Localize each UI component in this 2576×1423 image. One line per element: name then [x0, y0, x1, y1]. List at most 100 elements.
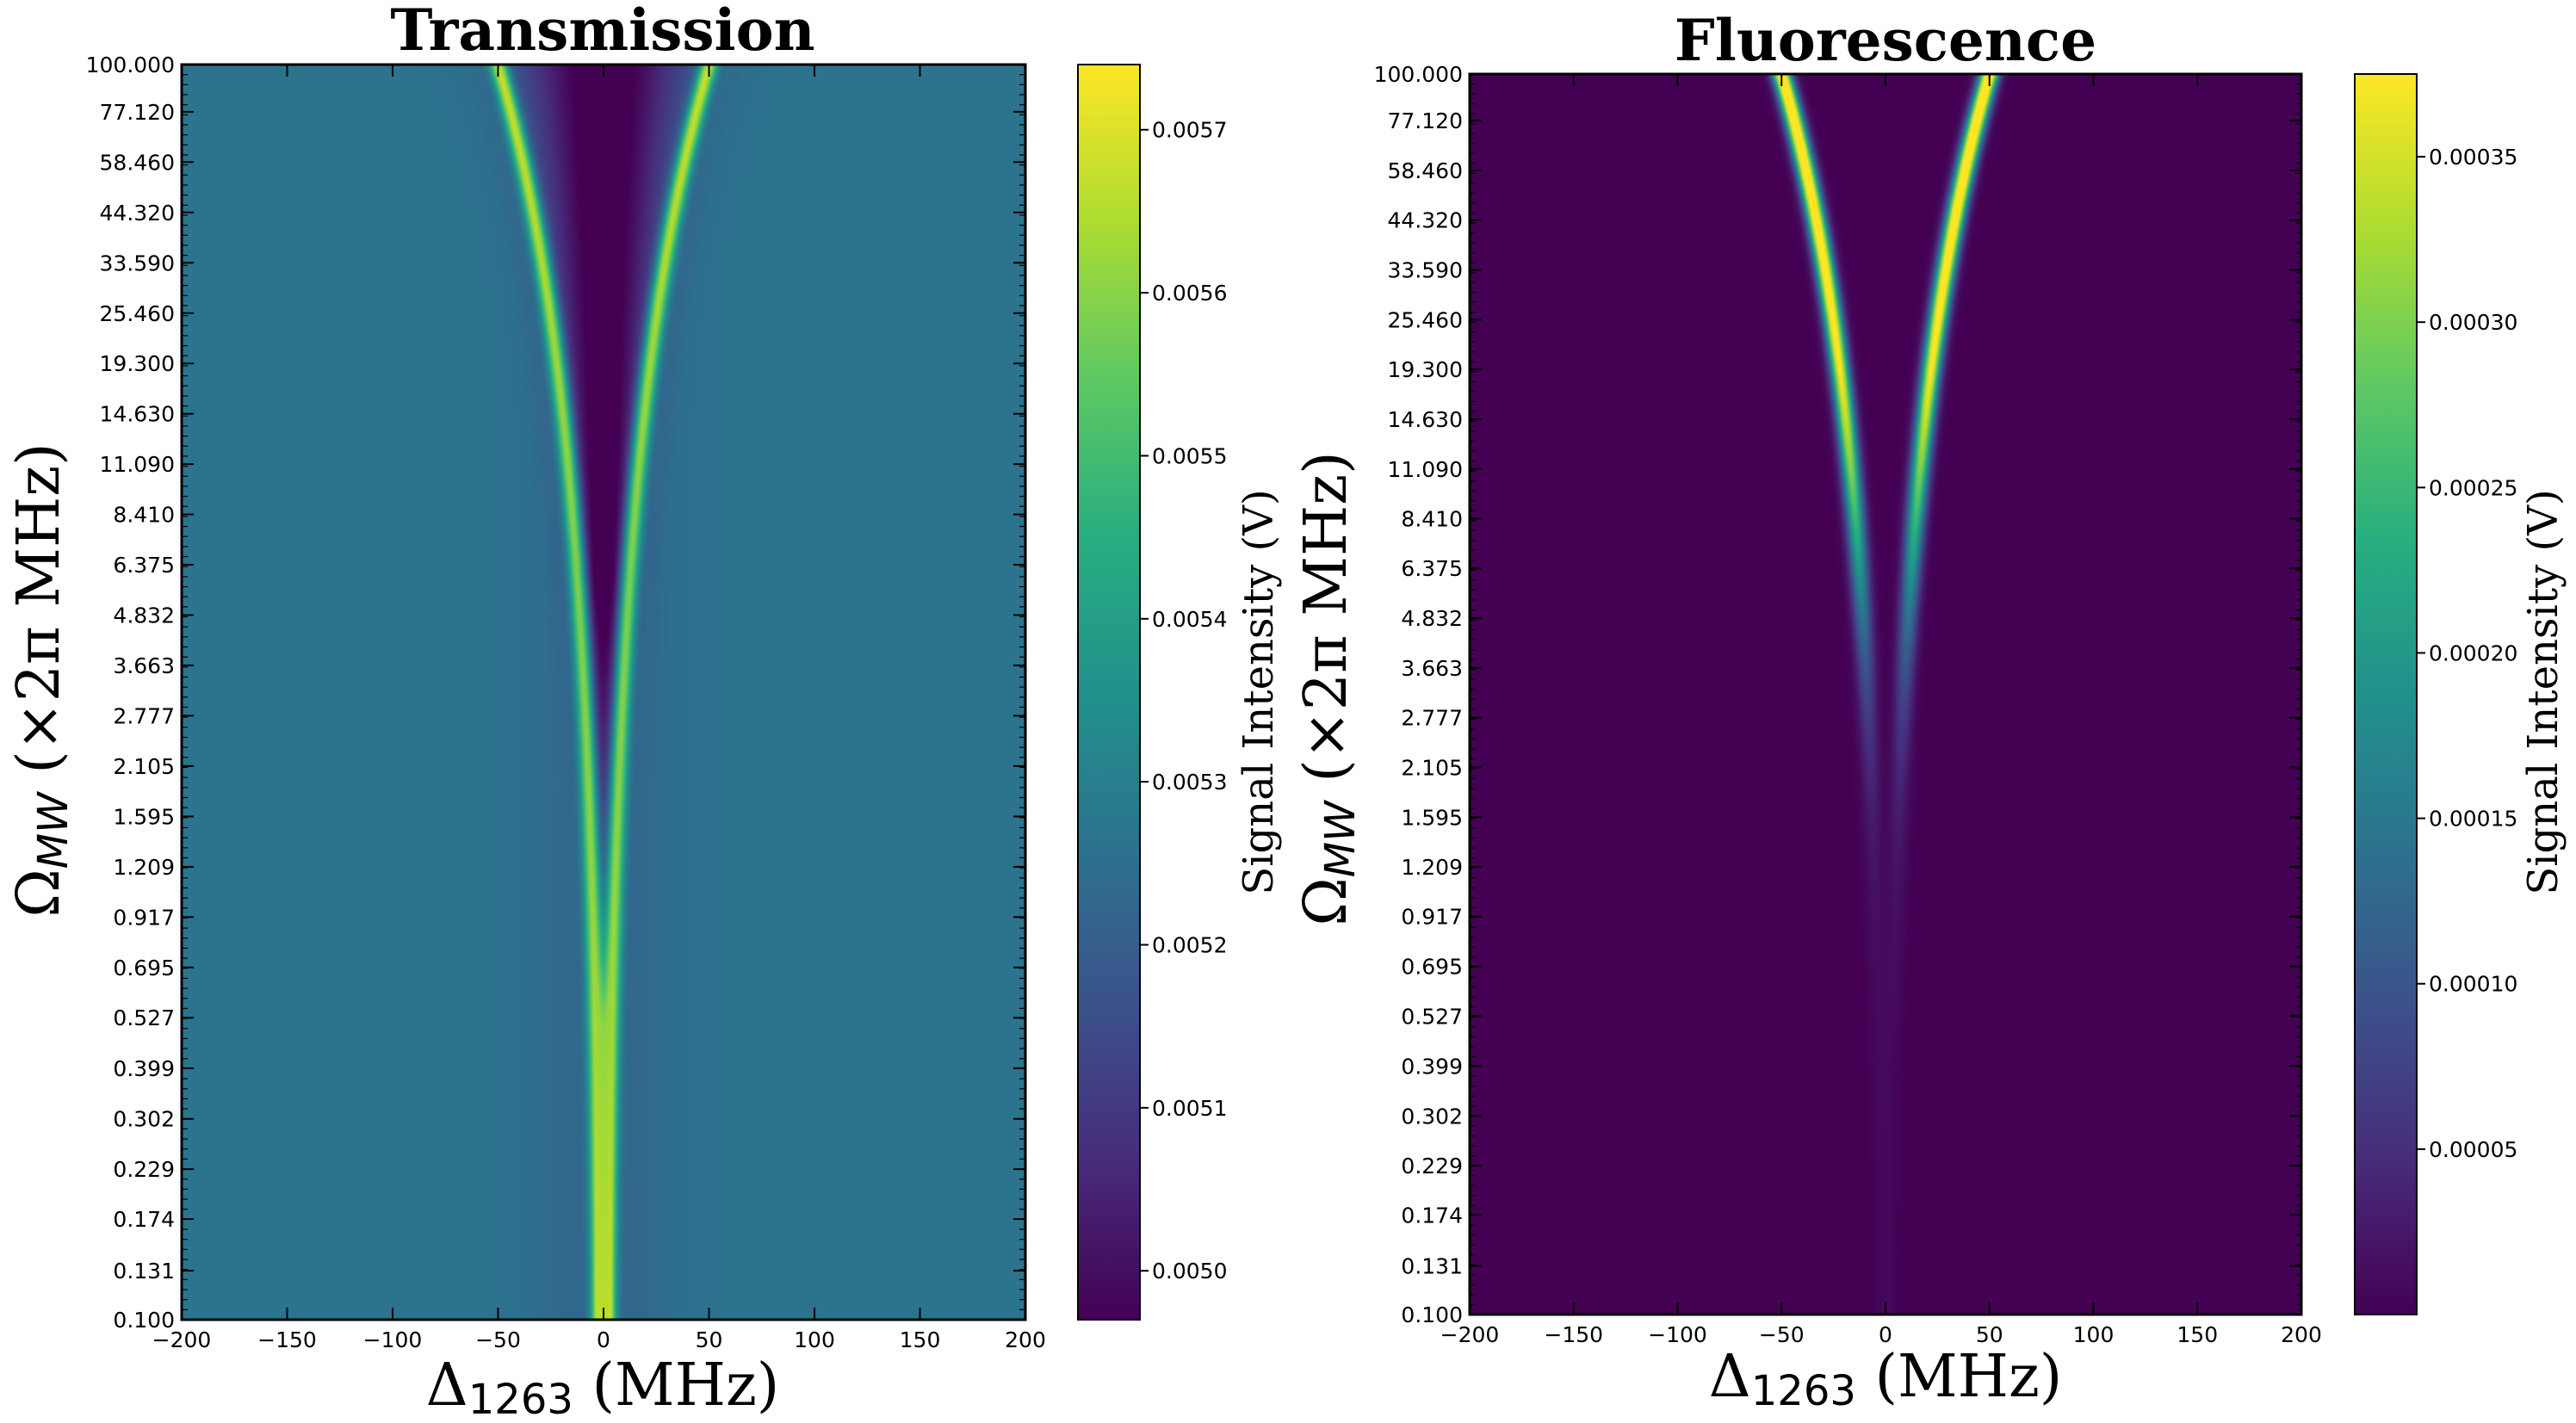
colorbar-tick-label: 0.0053 — [1152, 770, 1227, 795]
ytick-label: 33.590 — [100, 251, 175, 275]
xtick-label: −50 — [1759, 1322, 1805, 1347]
transmission-colorbar-label: Signal Intensity (V) — [1235, 489, 1283, 894]
colorbar-tick-label: 0.0054 — [1152, 607, 1227, 632]
xtick-label: −100 — [1648, 1322, 1707, 1347]
ytick-label: 2.777 — [113, 703, 175, 728]
xtick-label: −100 — [363, 1327, 423, 1352]
xtick-label: 150 — [2177, 1322, 2218, 1347]
transmission-colorbar-ticks: 0.0050 0.0051 0.0052 0.0053 0.0054 0.0055 0.00… — [1140, 118, 1227, 1284]
ytick-label: 14.630 — [100, 402, 175, 427]
ytick-label: 4.832 — [113, 603, 175, 628]
ytick-label: 77.120 — [100, 100, 175, 125]
ytick-label: 4.832 — [1401, 606, 1463, 631]
ytick-label: 1.595 — [113, 804, 175, 829]
ytick-label: 11.090 — [100, 452, 175, 477]
ytick-label: 3.663 — [113, 653, 175, 678]
xtick-label: −50 — [475, 1327, 521, 1352]
ytick-label: 100.000 — [1374, 62, 1463, 87]
colorbar-tick-label: 0.00015 — [2429, 807, 2517, 832]
ytick-label: 6.375 — [113, 553, 175, 578]
xtick-label: 50 — [1976, 1322, 2003, 1347]
xtick-label: 200 — [1005, 1327, 1046, 1352]
ytick-label: 0.695 — [1401, 955, 1463, 980]
ytick-label: 0.100 — [113, 1308, 175, 1333]
ytick-label: 0.399 — [1401, 1054, 1463, 1079]
colorbar-tick-label: 0.00010 — [2429, 972, 2517, 997]
ytick-label: 11.090 — [1388, 457, 1463, 482]
xtick-label: 0 — [597, 1327, 610, 1352]
ytick-label: 19.300 — [1388, 357, 1463, 382]
ytick-label: 0.695 — [113, 956, 175, 981]
ytick-label: 0.527 — [113, 1005, 175, 1030]
colorbar-tick-label: 0.00020 — [2429, 640, 2517, 665]
transmission-ticks: −200 −150 −100 −50 0 50 100 150 200 100.000 77.120… — [86, 53, 1046, 1352]
ytick-label: 8.410 — [1401, 506, 1463, 531]
colorbar-tick-label: 0.00025 — [2429, 475, 2517, 500]
xtick-label: −200 — [152, 1327, 212, 1352]
ytick-label: 44.320 — [1388, 208, 1463, 233]
panel-fluorescence: Fluorescence −200 −150 −100 −50 0 50 100 150 200… — [1292, 7, 2567, 1415]
ytick-label: 0.917 — [1401, 905, 1463, 930]
transmission-title: Transmission — [390, 0, 814, 64]
ytick-label: 25.460 — [100, 301, 175, 326]
fluorescence-colorbar-ticks: 0.00005 0.00010 0.00015 0.00020 0.00025 0.000… — [2417, 145, 2517, 1162]
ytick-label: 0.399 — [113, 1056, 175, 1081]
xtick-label: 150 — [900, 1327, 941, 1352]
ytick-label: 100.000 — [86, 53, 175, 77]
xtick-label: −150 — [257, 1327, 317, 1352]
ytick-label: 1.209 — [1401, 855, 1463, 880]
ytick-label: 0.229 — [1401, 1154, 1463, 1179]
ytick-label: 77.120 — [1388, 108, 1463, 133]
fluorescence-colorbar-label: Signal Intensity (V) — [2519, 489, 2567, 894]
xtick-label: −150 — [1544, 1322, 1603, 1347]
ytick-label: 14.630 — [1388, 407, 1463, 432]
ytick-label: 0.131 — [1401, 1254, 1463, 1279]
ytick-label: 44.320 — [100, 201, 175, 226]
xtick-label: 100 — [794, 1327, 835, 1352]
fluorescence-heatmap — [1470, 74, 2301, 1315]
ytick-label: 58.460 — [1388, 158, 1463, 183]
ytick-label: 0.527 — [1401, 1004, 1463, 1029]
ytick-label: 19.300 — [100, 351, 175, 376]
ytick-label: 58.460 — [100, 150, 175, 175]
transmission-ylabel: ΩMW (×2π MHz) — [5, 442, 77, 917]
ytick-label: 6.375 — [1401, 556, 1463, 581]
ytick-label: 2.105 — [113, 754, 175, 779]
ytick-label: 0.917 — [113, 905, 175, 930]
fluorescence-colorbar — [2354, 73, 2418, 1315]
ytick-label: 1.209 — [113, 855, 175, 880]
colorbar-tick-label: 0.0052 — [1152, 932, 1227, 957]
ytick-label: 0.174 — [113, 1207, 175, 1232]
colorbar-tick-label: 0.00030 — [2429, 310, 2517, 335]
ytick-label: 0.302 — [113, 1107, 175, 1132]
ytick-label: 0.131 — [113, 1259, 175, 1284]
panel-transmission: Transmission −200 −150 −100 −50 0 50 100 150 200… — [5, 0, 1283, 1423]
ytick-label: 2.105 — [1401, 755, 1463, 780]
colorbar-tick-label: 0.0056 — [1152, 281, 1227, 306]
ytick-label: 25.460 — [1388, 307, 1463, 332]
ytick-label: 0.174 — [1401, 1203, 1463, 1228]
fluorescence-xlabel: Δ1263 (MHz) — [1709, 1343, 2063, 1415]
colorbar-tick-label: 0.0051 — [1152, 1096, 1227, 1121]
ytick-label: 0.100 — [1401, 1302, 1463, 1327]
colorbar-tick-label: 0.0055 — [1152, 443, 1227, 468]
xtick-label: −200 — [1440, 1322, 1500, 1347]
ytick-label: 2.777 — [1401, 706, 1463, 731]
colorbar-tick-label: 0.00005 — [2429, 1137, 2517, 1162]
transmission-colorbar — [1077, 64, 1141, 1321]
ytick-label: 0.229 — [113, 1157, 175, 1182]
colorbar-tick-label: 0.0050 — [1152, 1259, 1227, 1284]
transmission-heatmap — [182, 65, 1025, 1320]
xtick-label: 100 — [2073, 1322, 2115, 1347]
ytick-label: 3.663 — [1401, 656, 1463, 681]
colorbar-tick-label: 0.00035 — [2429, 145, 2517, 170]
xtick-label: 200 — [2281, 1322, 2322, 1347]
fluorescence-ticks: −200 −150 −100 −50 0 50 100 150 200 100.000 77.120… — [1374, 62, 2322, 1347]
transmission-xlabel: Δ1263 (MHz) — [426, 1352, 780, 1423]
xtick-label: 50 — [696, 1327, 723, 1352]
ytick-label: 8.410 — [113, 503, 175, 528]
ytick-label: 1.595 — [1401, 805, 1463, 830]
ytick-label: 33.590 — [1388, 258, 1463, 283]
ytick-label: 0.302 — [1401, 1104, 1463, 1129]
